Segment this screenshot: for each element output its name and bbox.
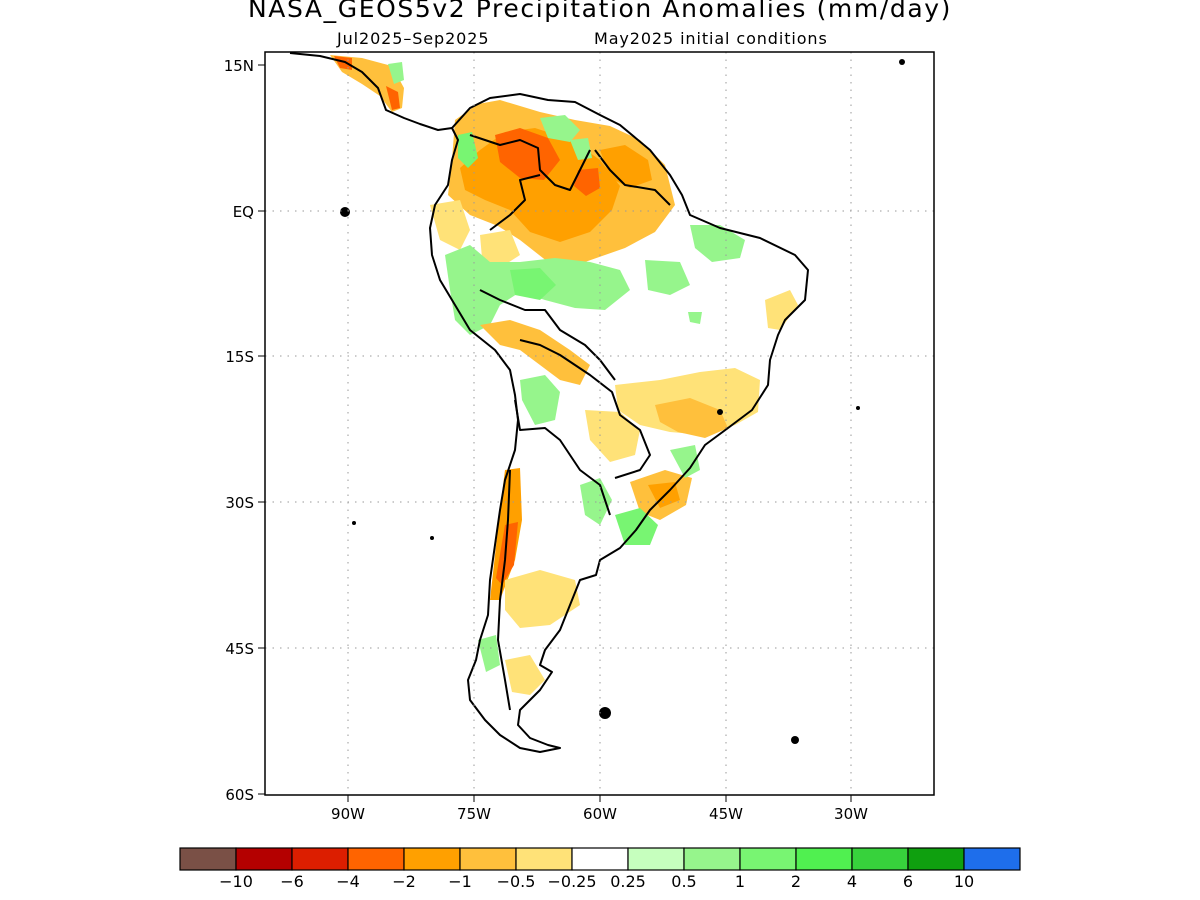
anomaly-brazil-green-small	[688, 312, 702, 324]
colorbar-swatch	[851, 847, 909, 871]
anomaly-se-brazil-green	[670, 445, 700, 478]
colorbar-swatch	[907, 847, 965, 871]
border-argentina-chile-south	[497, 469, 511, 711]
anomaly-western-amazon-green-2	[510, 268, 556, 300]
colorbar: −10 −6 −4 −2 −1 −0.5 −0.25 0.25 0.5 1 2 4 6 10	[179, 847, 1021, 891]
coastline-central-america	[289, 52, 453, 131]
anomaly-patagonia-green	[478, 635, 500, 672]
anomaly-bolivia-green	[520, 375, 560, 425]
anomaly-peru-yellow	[480, 230, 520, 268]
colorbar-label: 6	[903, 872, 913, 891]
lon-label: 90W	[331, 805, 365, 823]
anomaly-uruguay-green	[615, 508, 658, 545]
colorbar-swatch	[627, 847, 685, 871]
colorbar-label: −6	[280, 872, 304, 891]
san-felix-island	[352, 521, 356, 525]
colorbar-swatch	[571, 847, 629, 871]
anomaly-east-brazil-yellow	[765, 290, 798, 330]
lon-axis-labels: 90W 75W 60W 45W 30W	[331, 805, 868, 823]
colorbar-swatch	[795, 847, 853, 871]
anomaly-guiana-green	[570, 138, 592, 160]
anomaly-ne-brazil-green	[690, 225, 745, 262]
anomaly-patagonia-yellow-2	[505, 655, 545, 695]
anomaly-colombia-green	[458, 132, 478, 168]
lat-axis-labels: 15N EQ 15S 30S 45S 60S	[224, 57, 254, 804]
colorbar-label: 1	[735, 872, 745, 891]
anomaly-guiana-orange	[600, 145, 652, 188]
anomaly-paraguay-yellow	[585, 410, 640, 462]
border-peru-brazil	[479, 289, 616, 381]
colorbar-swatch	[739, 847, 797, 871]
anomaly-amazon-green-3	[645, 260, 690, 295]
border-brazil-guianas	[594, 149, 671, 206]
lon-label: 75W	[457, 805, 491, 823]
lon-label: 30W	[834, 805, 868, 823]
colorbar-label: −1	[448, 872, 472, 891]
coastlines	[289, 52, 809, 753]
colorbar-label: −4	[336, 872, 360, 891]
anomaly-north-orange-dark	[495, 128, 560, 180]
colorbar-swatch	[459, 847, 517, 871]
colorbar-swatch	[515, 847, 573, 871]
colorbar-label: −0.5	[497, 872, 536, 891]
anomaly-central-america-red-2	[386, 86, 400, 110]
colorbar-swatch	[235, 847, 293, 871]
anomaly-ecuador-yellow	[430, 200, 470, 250]
galapagos-island	[340, 207, 350, 217]
lat-label: 60S	[225, 786, 254, 804]
lat-label: 15S	[225, 348, 254, 366]
colorbar-swatch	[683, 847, 741, 871]
colorbar-label: 0.25	[610, 872, 646, 891]
fernando-island	[856, 406, 860, 410]
colorbar-swatch	[291, 847, 349, 871]
trinidade-island	[717, 409, 723, 415]
lat-label: EQ	[233, 203, 254, 221]
tick-marks	[258, 64, 852, 802]
lon-label: 45W	[709, 805, 743, 823]
lat-label: 15N	[224, 57, 254, 75]
lat-label: 45S	[225, 640, 254, 658]
anomaly-central-brazil-amber	[655, 398, 728, 438]
colorbar-label: 10	[954, 872, 974, 891]
init-conditions-label: May2025 initial conditions	[594, 29, 828, 48]
border-argentina-chile	[514, 399, 611, 516]
anomaly-north-orange-dark-2	[574, 168, 600, 196]
colorbar-label: 4	[847, 872, 857, 891]
islands	[340, 59, 905, 744]
colorbar-label: 0.5	[671, 872, 696, 891]
colorbar-label: −10	[219, 872, 253, 891]
period-label: Jul2025–Sep2025	[337, 29, 490, 48]
colorbar-swatch	[963, 847, 1021, 871]
colorbar-label: −2	[392, 872, 416, 891]
colorbar-label: 2	[791, 872, 801, 891]
anomaly-fields	[330, 55, 798, 695]
border-amazon-west	[489, 174, 541, 231]
anomaly-chile-red	[496, 522, 518, 585]
south-georgia-island	[791, 736, 799, 744]
colorbar-swatch	[347, 847, 405, 871]
caribbean-island	[899, 59, 905, 65]
anomaly-patagonia-yellow	[505, 570, 580, 628]
colorbar-swatch	[403, 847, 461, 871]
falkland-island	[599, 707, 611, 719]
colorbar-label: −0.25	[547, 872, 596, 891]
juan-fernandez-island	[430, 536, 434, 540]
lat-label: 30S	[225, 494, 254, 512]
border-colombia-venezuela	[469, 134, 591, 191]
coastline-south-america	[429, 93, 809, 753]
map-title: NASA_GEOS5v2 Precipitation Anomalies (mm…	[248, 0, 952, 23]
border-bolivia	[519, 339, 651, 479]
anomaly-central-america-green	[388, 62, 404, 84]
anomaly-venezuela-green	[540, 115, 580, 142]
lon-label: 60W	[583, 805, 617, 823]
anomaly-peru-bolivia-orange	[480, 320, 590, 385]
colorbar-swatch	[179, 847, 237, 871]
